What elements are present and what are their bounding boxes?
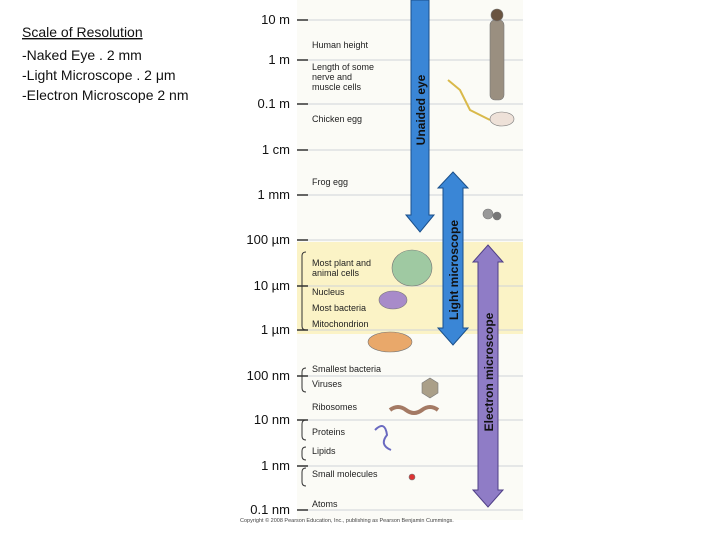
item-label: Nucleus: [312, 287, 345, 297]
item-label: Mitochondrion: [312, 319, 369, 329]
item-label: Proteins: [312, 427, 346, 437]
light-microscope-arrow: Light microscope: [436, 171, 470, 346]
item-label: Ribosomes: [312, 402, 358, 412]
scale-label: 1 cm: [262, 142, 290, 157]
scale-label: 0.1 nm: [250, 502, 290, 517]
item-label: Viruses: [312, 379, 342, 389]
bracket: [301, 446, 307, 461]
item-label: Most bacteria: [312, 303, 366, 313]
scale-label: 1 m: [268, 52, 290, 67]
scale-label: 0.1 m: [257, 96, 290, 111]
note-line: -Naked Eye . 2 mm: [22, 47, 142, 63]
item-label: Lipids: [312, 446, 336, 456]
note-line: -Electron Microscope 2 nm: [22, 87, 189, 103]
item-label: Human height: [312, 40, 369, 50]
scale-label: 1 nm: [261, 458, 290, 473]
bracket: [301, 367, 307, 393]
item-label: Small molecules: [312, 469, 378, 479]
scale-label: 100 nm: [247, 368, 290, 383]
notes-title: Scale of Resolution: [22, 24, 143, 40]
bracket: [301, 251, 307, 331]
scale-label: 10 µm: [254, 278, 290, 293]
note-line: -Light Microscope . 2 μm: [22, 67, 176, 83]
item-label: Most plant and animal cells: [312, 258, 371, 278]
scale-label: 100 µm: [246, 232, 290, 247]
scale-label: 10 m: [261, 12, 290, 27]
scale-label: 1 mm: [258, 187, 291, 202]
unaided-eye-arrow: Unaided eye: [404, 0, 436, 233]
item-label: Smallest bacteria: [312, 364, 381, 374]
arrow-label: Unaided eye: [414, 74, 428, 145]
item-label: Chicken egg: [312, 114, 362, 124]
electron-microscope-arrow: Electron microscope: [471, 244, 505, 508]
arrow-label: Electron microscope: [482, 312, 496, 431]
item-label: Length of some nerve and muscle cells: [312, 62, 374, 92]
bracket: [301, 419, 307, 441]
icons: [367, 8, 515, 481]
item-label: Atoms: [312, 499, 338, 509]
scale-label: 10 nm: [254, 412, 290, 427]
item-label: Frog egg: [312, 177, 348, 187]
copyright: Copyright © 2008 Pearson Education, Inc.…: [240, 517, 454, 524]
arrow-label: Light microscope: [447, 220, 461, 320]
scale-label: 1 µm: [261, 322, 290, 337]
bracket: [301, 467, 307, 487]
